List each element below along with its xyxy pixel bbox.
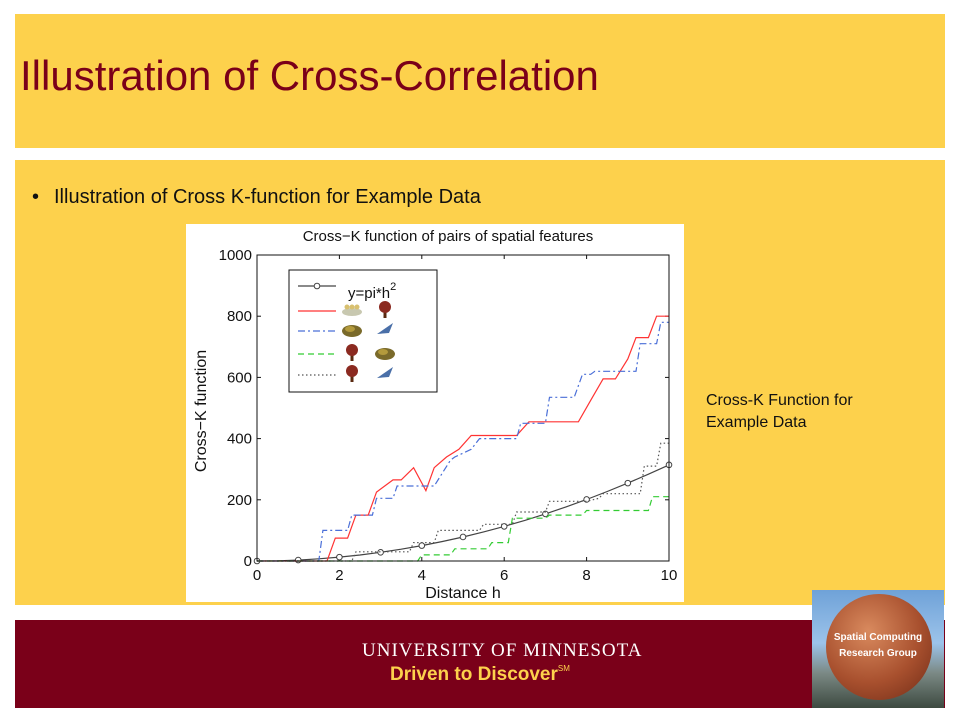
bullet-item: • Illustration of Cross K-function for Ex… (32, 186, 481, 209)
tagline-text: Driven to Discover (390, 664, 558, 685)
y-tick-label-2: 400 (227, 431, 252, 448)
frog-icon (342, 325, 362, 337)
logo-text: Spatial Computing Research Group (812, 630, 944, 662)
legend-label-0: y=pi*h2 (348, 281, 396, 302)
y-tick-label-3: 600 (227, 369, 252, 386)
x-tick-label-4: 8 (582, 567, 590, 584)
tagline: Driven to DiscoverSM (390, 664, 570, 686)
x-tick-label-5: 10 (661, 567, 678, 584)
plot-frame (256, 254, 670, 562)
series-0-point-8 (418, 542, 426, 549)
y-tick-label-5: 1000 (219, 247, 252, 264)
y-axis-label: Cross−K function (193, 350, 210, 472)
y-tick-label-4: 800 (227, 308, 252, 325)
bullet-text: Illustration of Cross K-function for Exa… (54, 186, 481, 208)
y-tick-label-0: 0 (244, 553, 252, 570)
logo-text-line-1: Spatial Computing (833, 632, 923, 643)
series-0-point-14 (542, 510, 549, 518)
university-name: UNIVERSITY OF MINNESOTA (362, 640, 643, 661)
series-line-4 (257, 442, 669, 562)
series-0-point-4 (336, 553, 343, 561)
tagline-mark: SM (557, 664, 570, 673)
series-line-3 (257, 496, 669, 562)
logo-sphere-icon (826, 594, 932, 700)
series-0-point-6 (377, 549, 384, 556)
frog-icon (375, 348, 395, 360)
x-tick-label-1: 2 (335, 567, 343, 584)
series-line-0 (256, 464, 670, 562)
title-band (15, 14, 945, 148)
chart-svg: Cross−K function of pairs of spatial fea… (193, 228, 678, 602)
flowers-icon (342, 304, 362, 316)
side-caption-line-2: Example Data (706, 414, 807, 431)
series-0-point-2 (294, 556, 302, 564)
x-tick-label-2: 4 (418, 567, 426, 584)
tree-icon (346, 344, 358, 361)
legend-marker-0 (313, 282, 321, 290)
bullet-dot: • (32, 186, 40, 208)
y-tick-label-1: 200 (227, 492, 252, 509)
side-caption: Cross-K Function for Example Data (706, 390, 926, 434)
series-line-1 (257, 315, 669, 562)
x-tick-label-3: 6 (500, 567, 508, 584)
series-0-point-16 (583, 496, 590, 503)
bird-icon (377, 367, 393, 378)
tree-icon (346, 365, 358, 382)
footer-band (15, 620, 945, 708)
x-axis-label: Distance h (425, 585, 501, 602)
chart-title: Cross−K function of pairs of spatial fea… (303, 228, 594, 245)
cross-k-chart: Cross−K function of pairs of spatial fea… (186, 224, 684, 602)
series-0-point-10 (459, 533, 467, 541)
x-tick-label-0: 0 (253, 567, 261, 584)
research-group-logo: Spatial Computing Research Group (812, 590, 944, 708)
bird-icon (377, 323, 393, 334)
legend: y=pi*h2 (288, 269, 438, 393)
series-0-point-18 (624, 479, 632, 487)
series-0-point-12 (500, 523, 508, 530)
slide-title: Illustration of Cross-Correlation (20, 52, 599, 99)
logo-text-line-2: Research Group (839, 648, 917, 659)
side-caption-line-1: Cross-K Function for (706, 392, 853, 409)
tree-icon (379, 301, 391, 318)
